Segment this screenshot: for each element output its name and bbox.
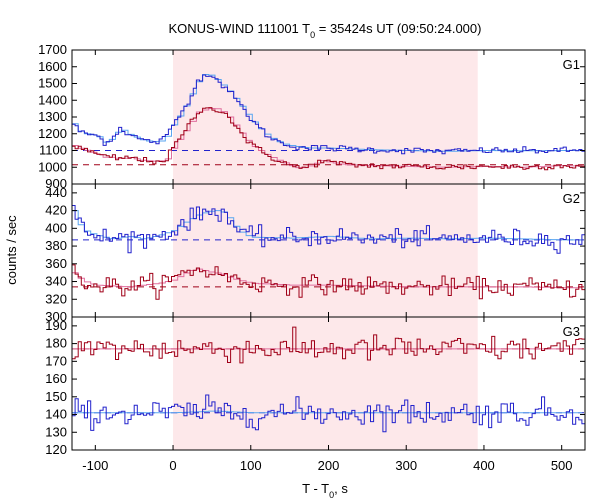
x-tick-label: 300 <box>395 458 417 473</box>
y-tick-label: 170 <box>45 353 67 368</box>
y-tick-label: 180 <box>45 336 67 351</box>
y-tick-label: 320 <box>45 291 67 306</box>
panel-label: G1 <box>563 57 580 72</box>
y-tick-label: 1600 <box>38 59 67 74</box>
y-tick-label: 1700 <box>38 42 67 57</box>
y-tick-label: 1200 <box>38 126 67 141</box>
panel-label: G3 <box>563 324 580 339</box>
chart-title: KONUS-WIND 111001 T0 = 35424s UT (09:50:… <box>169 21 482 40</box>
y-tick-label: 1300 <box>38 109 67 124</box>
y-tick-label: 160 <box>45 371 67 386</box>
x-tick-label: 200 <box>318 458 340 473</box>
x-tick-label: -100 <box>82 458 108 473</box>
count-histogram-blue <box>72 205 585 254</box>
count-histogram-blue <box>72 74 585 155</box>
count-histogram-blue <box>72 394 585 433</box>
y-tick-label: 1400 <box>38 92 67 107</box>
x-tick-label: 500 <box>551 458 573 473</box>
count-histogram-red <box>72 107 585 171</box>
y-tick-label: 340 <box>45 274 67 289</box>
y-tick-label: 1000 <box>38 159 67 174</box>
shaded-interval <box>173 50 478 184</box>
x-tick-label: 400 <box>473 458 495 473</box>
y-tick-label: 120 <box>45 442 67 457</box>
panel-g3: 120 130 140 150 160 170 180 190 G3 <box>45 316 586 457</box>
y-tick-label: 190 <box>45 318 67 333</box>
count-histogram-red <box>72 264 585 300</box>
y-tick-label: 440 <box>45 185 67 200</box>
x-axis-label: T - T0, s <box>302 481 348 500</box>
y-axis-label: counts / sec <box>4 215 19 285</box>
count-histogram-red <box>72 326 585 364</box>
y-tick-label: 400 <box>45 220 67 235</box>
y-tick-label: 140 <box>45 407 67 422</box>
shaded-interval <box>173 184 478 317</box>
x-tick-label: 100 <box>240 458 262 473</box>
panel-g2: 300 320 340 360 380 400 420 440 G2 <box>45 183 586 324</box>
y-tick-label: 360 <box>45 256 67 271</box>
y-tick-label: 1500 <box>38 76 67 91</box>
y-tick-label: 900 <box>45 176 67 191</box>
panel-label: G2 <box>563 191 580 206</box>
y-tick-label: 380 <box>45 238 67 253</box>
y-tick-label: 150 <box>45 389 67 404</box>
y-tick-label: 300 <box>45 309 67 324</box>
y-tick-label: 420 <box>45 203 67 218</box>
shaded-interval <box>173 317 478 450</box>
panels-group: 90010001100120013001400150016001700G1300… <box>38 42 586 473</box>
y-tick-label: 130 <box>45 424 67 439</box>
x-tick-label: 0 <box>169 458 176 473</box>
y-tick-label: 1100 <box>39 143 67 158</box>
